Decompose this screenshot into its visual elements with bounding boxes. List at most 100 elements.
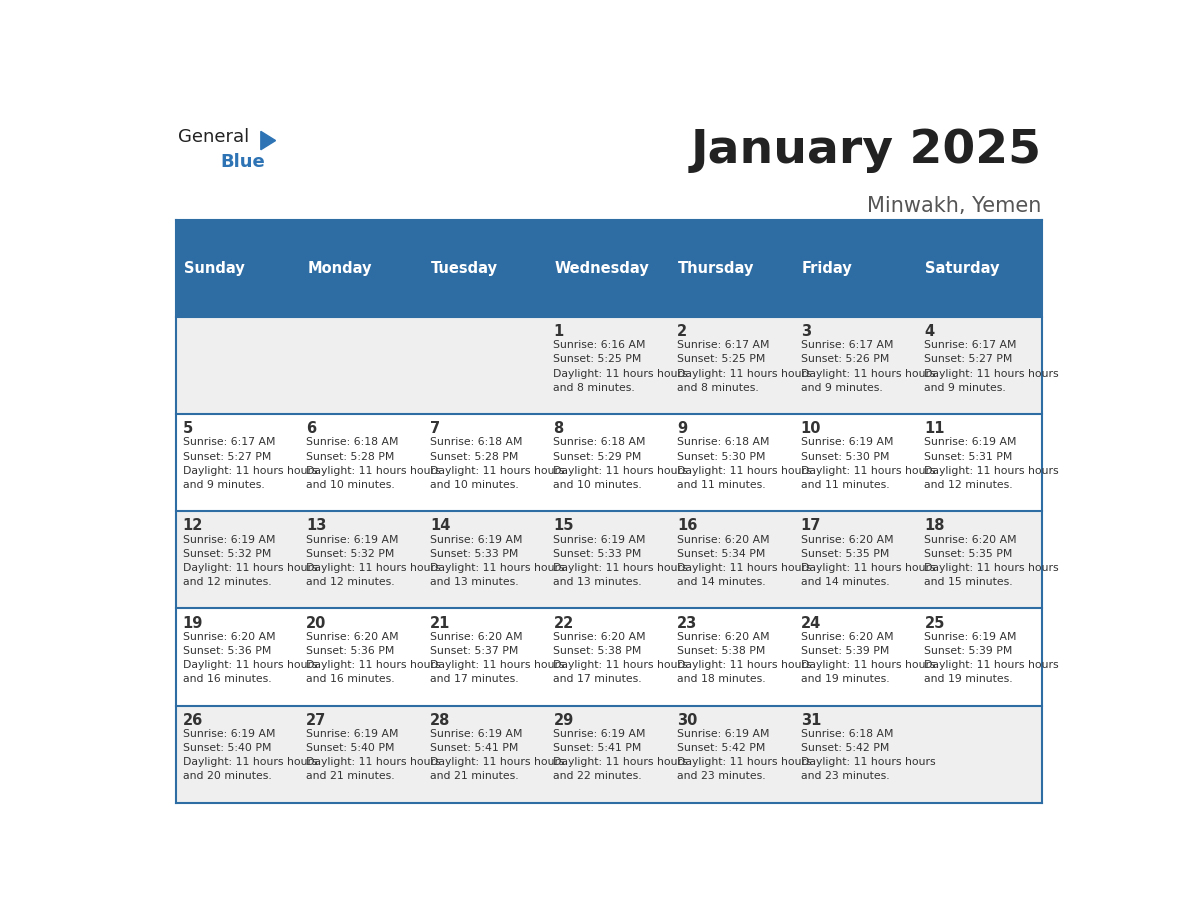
Text: Sunrise: 6:17 AM: Sunrise: 6:17 AM [924,341,1017,351]
Text: Tuesday: Tuesday [431,261,498,275]
Bar [176,414,299,511]
Bar [671,609,795,706]
Text: Sunrise: 6:16 AM: Sunrise: 6:16 AM [554,341,646,351]
Text: Sunrise: 6:20 AM: Sunrise: 6:20 AM [307,632,399,642]
Text: Sunrise: 6:19 AM: Sunrise: 6:19 AM [924,438,1017,447]
Bar [423,414,546,511]
Text: Daylight: 11 hours hours: Daylight: 11 hours hours [677,368,811,378]
Text: and 11 minutes.: and 11 minutes. [677,480,766,490]
Text: and 9 minutes.: and 9 minutes. [183,480,264,490]
Bar [299,511,423,609]
Text: Daylight: 11 hours hours: Daylight: 11 hours hours [924,660,1059,670]
Text: Daylight: 11 hours hours: Daylight: 11 hours hours [430,465,564,476]
Text: Sunrise: 6:20 AM: Sunrise: 6:20 AM [183,632,276,642]
Text: Sunset: 5:26 PM: Sunset: 5:26 PM [801,354,889,364]
Text: Daylight: 11 hours hours: Daylight: 11 hours hours [801,563,935,573]
Text: 17: 17 [801,519,821,533]
Text: 18: 18 [924,519,944,533]
Bar [671,414,795,511]
Text: 8: 8 [554,421,564,436]
Text: Sunrise: 6:19 AM: Sunrise: 6:19 AM [183,729,276,739]
Text: Sunrise: 6:20 AM: Sunrise: 6:20 AM [677,632,770,642]
Bar [918,219,1042,317]
Text: Sunrise: 6:20 AM: Sunrise: 6:20 AM [430,632,523,642]
Text: and 17 minutes.: and 17 minutes. [430,674,518,684]
Text: Daylight: 11 hours hours: Daylight: 11 hours hours [801,368,935,378]
Text: 21: 21 [430,616,450,631]
Text: Sunrise: 6:20 AM: Sunrise: 6:20 AM [554,632,646,642]
Text: Sunday: Sunday [183,261,245,275]
Text: Sunset: 5:29 PM: Sunset: 5:29 PM [554,452,642,462]
Bar [546,609,671,706]
Text: and 10 minutes.: and 10 minutes. [430,480,519,490]
Text: Saturday: Saturday [925,261,1000,275]
Text: 7: 7 [430,421,440,436]
Text: Minwakh, Yemen: Minwakh, Yemen [867,196,1042,217]
Bar [546,511,671,609]
Bar [795,317,918,414]
Text: 5: 5 [183,421,192,436]
Text: Sunrise: 6:20 AM: Sunrise: 6:20 AM [801,632,893,642]
Text: and 9 minutes.: and 9 minutes. [924,383,1006,393]
Text: 27: 27 [307,712,327,728]
Text: 6: 6 [307,421,316,436]
Bar [546,706,671,803]
Text: and 15 minutes.: and 15 minutes. [924,577,1013,587]
Text: Sunset: 5:28 PM: Sunset: 5:28 PM [307,452,394,462]
Text: and 22 minutes.: and 22 minutes. [554,771,642,781]
Text: Daylight: 11 hours hours: Daylight: 11 hours hours [554,660,688,670]
Text: Sunrise: 6:19 AM: Sunrise: 6:19 AM [554,729,646,739]
Bar [176,511,299,609]
Text: 19: 19 [183,616,203,631]
Text: Daylight: 11 hours hours: Daylight: 11 hours hours [677,757,811,767]
Text: and 19 minutes.: and 19 minutes. [801,674,890,684]
Bar [546,317,671,414]
Text: and 9 minutes.: and 9 minutes. [801,383,883,393]
Text: Daylight: 11 hours hours: Daylight: 11 hours hours [677,563,811,573]
Text: Sunset: 5:38 PM: Sunset: 5:38 PM [554,646,642,656]
Text: Daylight: 11 hours hours: Daylight: 11 hours hours [183,660,317,670]
Text: Sunset: 5:39 PM: Sunset: 5:39 PM [801,646,889,656]
Text: and 18 minutes.: and 18 minutes. [677,674,766,684]
Text: Daylight: 11 hours hours: Daylight: 11 hours hours [924,563,1059,573]
Text: Sunset: 5:33 PM: Sunset: 5:33 PM [554,549,642,559]
Text: 15: 15 [554,519,574,533]
Text: and 23 minutes.: and 23 minutes. [677,771,766,781]
Text: 23: 23 [677,616,697,631]
Bar [671,706,795,803]
Text: 11: 11 [924,421,944,436]
Bar [546,219,671,317]
Bar [546,414,671,511]
Text: Sunrise: 6:19 AM: Sunrise: 6:19 AM [307,729,399,739]
Text: and 13 minutes.: and 13 minutes. [554,577,642,587]
Text: Daylight: 11 hours hours: Daylight: 11 hours hours [307,465,441,476]
Text: Sunset: 5:25 PM: Sunset: 5:25 PM [554,354,642,364]
Text: Wednesday: Wednesday [555,261,649,275]
Text: Sunrise: 6:19 AM: Sunrise: 6:19 AM [430,534,523,544]
Text: Daylight: 11 hours hours: Daylight: 11 hours hours [430,757,564,767]
Text: Sunset: 5:30 PM: Sunset: 5:30 PM [677,452,765,462]
Text: Daylight: 11 hours hours: Daylight: 11 hours hours [554,465,688,476]
Bar [299,317,423,414]
Text: Sunset: 5:30 PM: Sunset: 5:30 PM [801,452,890,462]
Text: Sunrise: 6:18 AM: Sunrise: 6:18 AM [677,438,770,447]
Text: Sunset: 5:35 PM: Sunset: 5:35 PM [801,549,889,559]
Bar [918,511,1042,609]
Text: Sunset: 5:39 PM: Sunset: 5:39 PM [924,646,1012,656]
Text: and 14 minutes.: and 14 minutes. [677,577,766,587]
Text: Sunrise: 6:20 AM: Sunrise: 6:20 AM [677,534,770,544]
Polygon shape [261,131,276,150]
Text: Sunrise: 6:18 AM: Sunrise: 6:18 AM [801,729,893,739]
Bar [423,219,546,317]
Bar [918,609,1042,706]
Text: Sunset: 5:40 PM: Sunset: 5:40 PM [183,744,271,753]
Text: Sunrise: 6:17 AM: Sunrise: 6:17 AM [183,438,276,447]
Text: 14: 14 [430,519,450,533]
Bar [795,414,918,511]
Text: Sunset: 5:41 PM: Sunset: 5:41 PM [554,744,642,753]
Text: and 13 minutes.: and 13 minutes. [430,577,518,587]
Text: 25: 25 [924,616,944,631]
Text: Daylight: 11 hours hours: Daylight: 11 hours hours [801,660,935,670]
Text: Daylight: 11 hours hours: Daylight: 11 hours hours [677,660,811,670]
Text: Daylight: 11 hours hours: Daylight: 11 hours hours [307,757,441,767]
